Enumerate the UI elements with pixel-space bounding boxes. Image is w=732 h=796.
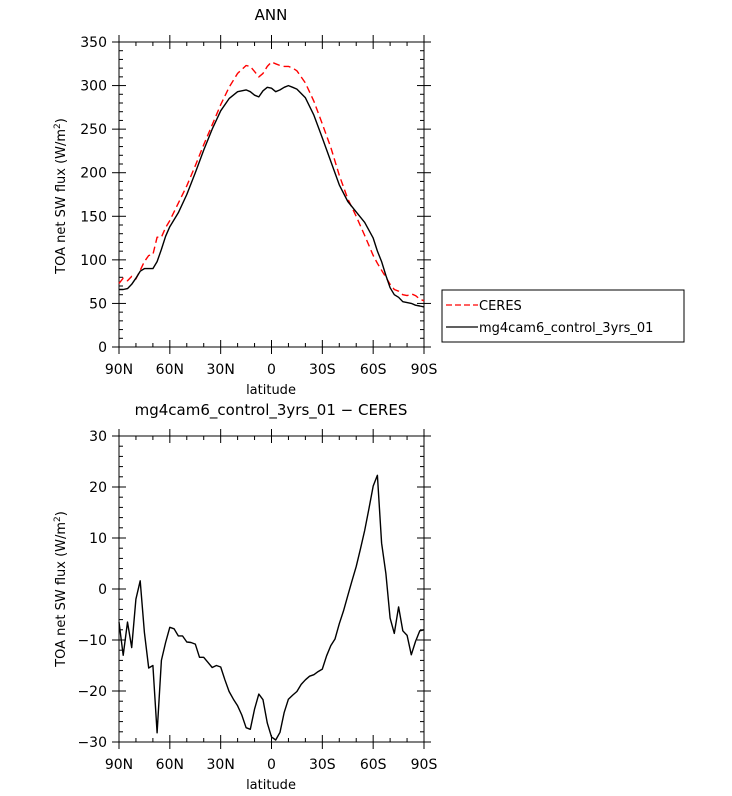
top-series-line-0	[118, 61, 425, 302]
bottom-y-axis-label: TOA net SW flux (W/m2)	[53, 511, 69, 668]
top-ytick-label-5: 250	[80, 122, 107, 138]
bottom-ytick-label-3: 0	[98, 582, 107, 598]
top-ytick-label-7: 350	[80, 35, 107, 51]
bottom-xtick-label-1: 60N	[156, 757, 184, 773]
top-ytick-label-1: 50	[89, 296, 107, 312]
bottom-ytick-label-6: 30	[89, 429, 107, 445]
bottom-x-axis-label: latitude	[246, 778, 296, 793]
top-panel: ANN 0 50 100 150 200 250 300 350 90N 60N 30N 0 30S 6…	[53, 6, 437, 398]
bottom-xtick-label-3: 0	[267, 757, 276, 773]
top-xtick-label-5: 60S	[360, 362, 387, 378]
top-y-ticks: 0 50 100 150 200 250 300 350	[80, 35, 431, 356]
bottom-ytick-label-2: −10	[77, 633, 107, 649]
top-xtick-label-6: 90S	[411, 362, 438, 378]
top-xtick-label-1: 60N	[156, 362, 184, 378]
bottom-x-ticks: 90N 60N 30N 0 30S 60S 90S	[105, 429, 438, 773]
top-xtick-label-4: 30S	[309, 362, 336, 378]
top-ytick-label-4: 200	[80, 166, 107, 182]
bottom-series-line-0	[118, 474, 425, 741]
top-ytick-label-0: 0	[98, 340, 107, 356]
legend-label-ceres: CERES	[479, 299, 522, 314]
bottom-series-lines	[118, 474, 425, 741]
top-y-axis-label: TOA net SW flux (W/m2)	[53, 118, 69, 275]
bottom-xtick-label-2: 30N	[207, 757, 235, 773]
top-ytick-label-3: 150	[80, 209, 107, 225]
bottom-ytick-label-1: −20	[77, 684, 107, 700]
bottom-ytick-label-0: −30	[77, 735, 107, 751]
top-x-axis-label: latitude	[246, 383, 296, 398]
bottom-panel: mg4cam6_control_3yrs_01 − CERES −30 −20 −1…	[53, 401, 437, 793]
top-ytick-label-2: 100	[80, 253, 107, 269]
top-xtick-label-3: 0	[267, 362, 276, 378]
bottom-y-ticks: −30 −20 −10 0 10 20 30	[77, 429, 431, 751]
bottom-ytick-label-4: 10	[89, 531, 107, 547]
legend-label-model: mg4cam6_control_3yrs_01	[479, 321, 653, 336]
bottom-xtick-label-6: 90S	[411, 757, 438, 773]
top-xtick-label-0: 90N	[105, 362, 133, 378]
legend: CERES mg4cam6_control_3yrs_01	[441, 289, 685, 343]
bottom-xtick-label-4: 30S	[309, 757, 336, 773]
top-series-lines	[118, 61, 425, 308]
top-chart-title: ANN	[255, 6, 288, 24]
bottom-xtick-label-0: 90N	[105, 757, 133, 773]
top-x-ticks: 90N 60N 30N 0 30S 60S 90S	[105, 35, 438, 378]
top-ytick-label-6: 300	[80, 79, 107, 95]
bottom-xtick-label-5: 60S	[360, 757, 387, 773]
legend-box	[441, 289, 685, 343]
bottom-ytick-label-5: 20	[89, 480, 107, 496]
top-xtick-label-2: 30N	[207, 362, 235, 378]
top-series-line-1	[119, 84, 425, 308]
bottom-chart-title: mg4cam6_control_3yrs_01 − CERES	[135, 401, 408, 420]
